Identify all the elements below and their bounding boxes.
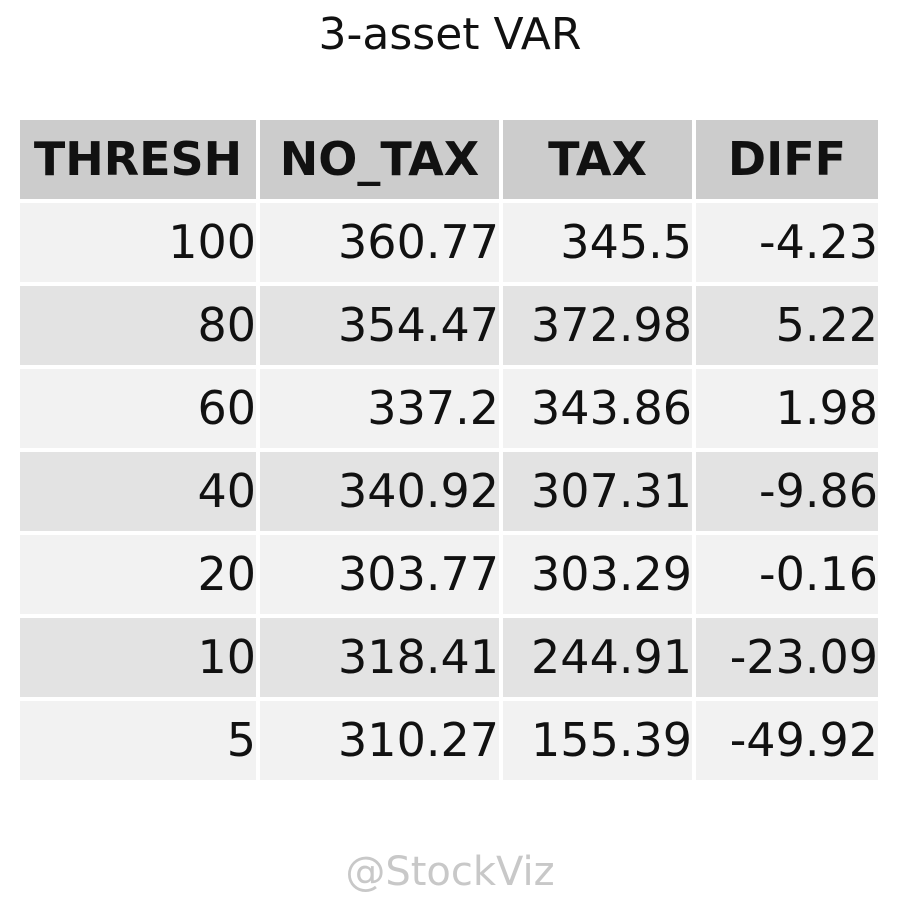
cell-thresh: 40 (20, 452, 256, 531)
cell-thresh: 100 (20, 203, 256, 282)
cell-diff: 5.22 (696, 286, 878, 365)
column-header-thresh: THRESH (20, 120, 256, 199)
table-row: 10 318.41 244.91 -23.09 (20, 618, 878, 697)
cell-tax: 303.29 (503, 535, 692, 614)
cell-diff: -0.16 (696, 535, 878, 614)
chart-title: 3-asset VAR (318, 9, 582, 60)
data-table: THRESH NO_TAX TAX DIFF 100 360.77 345.5 … (16, 116, 882, 784)
table-row: 80 354.47 372.98 5.22 (20, 286, 878, 365)
cell-tax: 345.5 (503, 203, 692, 282)
cell-tax: 372.98 (503, 286, 692, 365)
cell-no-tax: 340.92 (260, 452, 499, 531)
table-header-row: THRESH NO_TAX TAX DIFF (20, 120, 878, 199)
table-row: 20 303.77 303.29 -0.16 (20, 535, 878, 614)
column-header-no-tax: NO_TAX (260, 120, 499, 199)
cell-thresh: 60 (20, 369, 256, 448)
column-header-tax: TAX (503, 120, 692, 199)
table-row: 40 340.92 307.31 -9.86 (20, 452, 878, 531)
cell-thresh: 20 (20, 535, 256, 614)
cell-tax: 244.91 (503, 618, 692, 697)
table-row: 5 310.27 155.39 -49.92 (20, 701, 878, 780)
cell-tax: 343.86 (503, 369, 692, 448)
cell-diff: 1.98 (696, 369, 878, 448)
cell-diff: -23.09 (696, 618, 878, 697)
cell-no-tax: 310.27 (260, 701, 499, 780)
cell-thresh: 10 (20, 618, 256, 697)
cell-no-tax: 354.47 (260, 286, 499, 365)
table-row: 60 337.2 343.86 1.98 (20, 369, 878, 448)
cell-tax: 307.31 (503, 452, 692, 531)
cell-thresh: 80 (20, 286, 256, 365)
cell-tax: 155.39 (503, 701, 692, 780)
watermark-text: @StockViz (345, 849, 555, 895)
column-header-diff: DIFF (696, 120, 878, 199)
cell-no-tax: 337.2 (260, 369, 499, 448)
cell-diff: -49.92 (696, 701, 878, 780)
cell-no-tax: 318.41 (260, 618, 499, 697)
cell-diff: -4.23 (696, 203, 878, 282)
table-row: 100 360.77 345.5 -4.23 (20, 203, 878, 282)
cell-thresh: 5 (20, 701, 256, 780)
cell-diff: -9.86 (696, 452, 878, 531)
cell-no-tax: 303.77 (260, 535, 499, 614)
cell-no-tax: 360.77 (260, 203, 499, 282)
